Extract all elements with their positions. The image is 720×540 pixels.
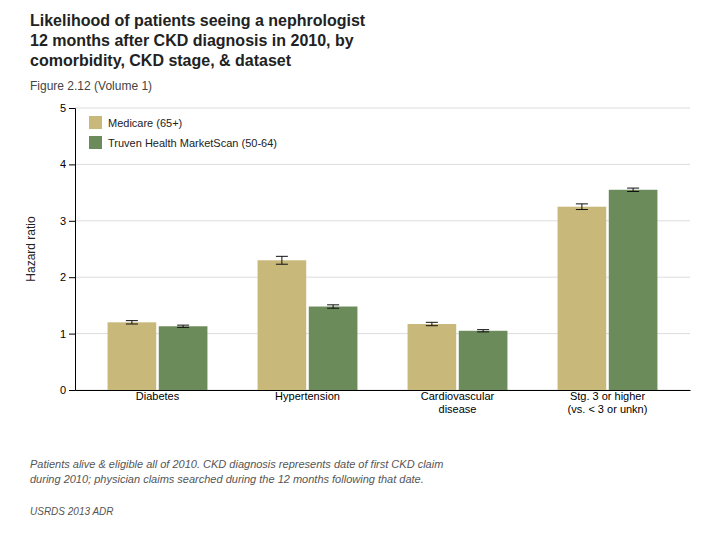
error-bar	[126, 321, 138, 324]
y-tick-mark	[69, 221, 75, 222]
y-tick: 0	[60, 384, 75, 396]
text-line: during 2010; physician claims searched d…	[30, 473, 424, 485]
text-line: Stg. 3 or higher	[570, 390, 646, 402]
error-cap	[576, 203, 588, 204]
bar	[159, 326, 208, 390]
error-line	[431, 322, 432, 325]
series	[108, 204, 607, 390]
subtitle: Figure 2.12 (Volume 1)	[30, 79, 152, 93]
error-bar	[276, 256, 288, 264]
error-cap	[477, 331, 489, 332]
y-tick-label: 3	[60, 215, 66, 227]
x-tick: Diabetes	[136, 390, 180, 402]
error-cap	[426, 325, 438, 326]
text-line: disease	[439, 403, 477, 415]
footnote: Patients alive & eligible all of 2010. C…	[30, 458, 443, 485]
y-tick-mark	[69, 164, 75, 165]
bar	[609, 190, 658, 390]
y-tick-label: 0	[60, 384, 66, 396]
error-line	[333, 305, 334, 308]
text-line: Patients alive & eligible all of 2010. C…	[30, 458, 443, 470]
x-tick: Hypertension	[275, 390, 340, 402]
x-tick-label: Diabetes	[136, 390, 180, 402]
y-tick-label: 4	[60, 158, 66, 170]
error-cap	[126, 324, 138, 325]
error-line	[131, 321, 132, 324]
legend-swatch	[89, 136, 102, 149]
error-line	[281, 256, 282, 264]
error-cap	[177, 327, 189, 328]
error-cap	[126, 320, 138, 321]
error-bar	[627, 188, 639, 191]
bar	[258, 260, 307, 390]
bar	[558, 207, 607, 390]
grid	[75, 108, 690, 390]
text-line: (vs. < 3 or unkn)	[568, 403, 648, 415]
bar	[459, 331, 508, 390]
y-axis-title: Hazard ratio	[24, 216, 38, 282]
error-bar	[426, 322, 438, 325]
error-bar	[576, 204, 588, 210]
x-tick: Cardiovasculardisease	[421, 390, 495, 415]
error-cap	[177, 325, 189, 326]
legend-label: Medicare (65+)	[108, 117, 182, 129]
title: Likelihood of patients seeing a nephrolo…	[30, 12, 366, 69]
text-line: comorbidity, CKD stage, & dataset	[30, 52, 292, 69]
y-tick-mark	[69, 108, 75, 109]
bar	[108, 322, 157, 390]
y-tick-mark	[69, 390, 75, 391]
legend-item: Medicare (65+)	[89, 116, 182, 129]
error-cap	[327, 304, 339, 305]
y-tick-label: 5	[60, 102, 66, 114]
plot: 0 1 2 3 4 5 Diabetes Hypertension Cardiovascular…	[24, 102, 691, 415]
legend-item: Truven Health MarketScan (50-64)	[89, 136, 277, 149]
error-cap	[276, 264, 288, 265]
y-tick: 2	[60, 271, 75, 283]
error-cap	[426, 322, 438, 323]
y-tick: 3	[60, 215, 75, 227]
error-bar	[327, 305, 339, 308]
x-axis: Diabetes Hypertension Cardiovasculardiseas…	[76, 390, 691, 415]
marks	[108, 188, 658, 390]
error-bar	[477, 330, 489, 332]
x-tick-label: Cardiovasculardisease	[421, 390, 495, 415]
bar	[309, 307, 358, 390]
y-tick: 1	[60, 328, 75, 340]
y-tick-mark	[69, 334, 75, 335]
error-cap	[627, 191, 639, 192]
error-line	[633, 188, 634, 191]
x-tick: Stg. 3 or higher(vs. < 3 or unkn)	[568, 390, 648, 415]
y-tick: 5	[60, 102, 75, 114]
legend: Medicare (65+) Truven Health MarketScan (…	[89, 116, 277, 149]
text-line: Hypertension	[275, 390, 340, 402]
series	[159, 188, 658, 390]
x-tick-label: Hypertension	[275, 390, 340, 402]
y-tick-mark	[69, 277, 75, 278]
grid-line	[75, 164, 690, 165]
y-tick-label: 2	[60, 271, 66, 283]
chart: Likelihood of patients seeing a nephrolo…	[0, 0, 720, 540]
x-tick-label: Stg. 3 or higher(vs. < 3 or unkn)	[568, 390, 648, 415]
error-cap	[477, 329, 489, 330]
text-line: Cardiovascular	[421, 390, 495, 402]
y-axis: 0 1 2 3 4 5	[60, 102, 76, 396]
source: USRDS 2013 ADR	[30, 506, 114, 517]
text-line: 12 months after CKD diagnosis in 2010, b…	[30, 32, 354, 49]
error-cap	[627, 188, 639, 189]
error-cap	[276, 256, 288, 257]
grid-line	[75, 108, 690, 109]
error-bar	[177, 325, 189, 327]
error-cap	[576, 209, 588, 210]
error-line	[581, 204, 582, 210]
legend-swatch	[89, 116, 102, 129]
y-tick-label: 1	[60, 328, 66, 340]
legend-label: Truven Health MarketScan (50-64)	[108, 137, 277, 149]
y-axis-line	[69, 109, 76, 391]
error-cap	[327, 308, 339, 309]
text-line: Diabetes	[136, 390, 180, 402]
bar	[408, 324, 457, 390]
y-tick: 4	[60, 158, 75, 170]
text-line: Likelihood of patients seeing a nephrolo…	[30, 12, 366, 29]
